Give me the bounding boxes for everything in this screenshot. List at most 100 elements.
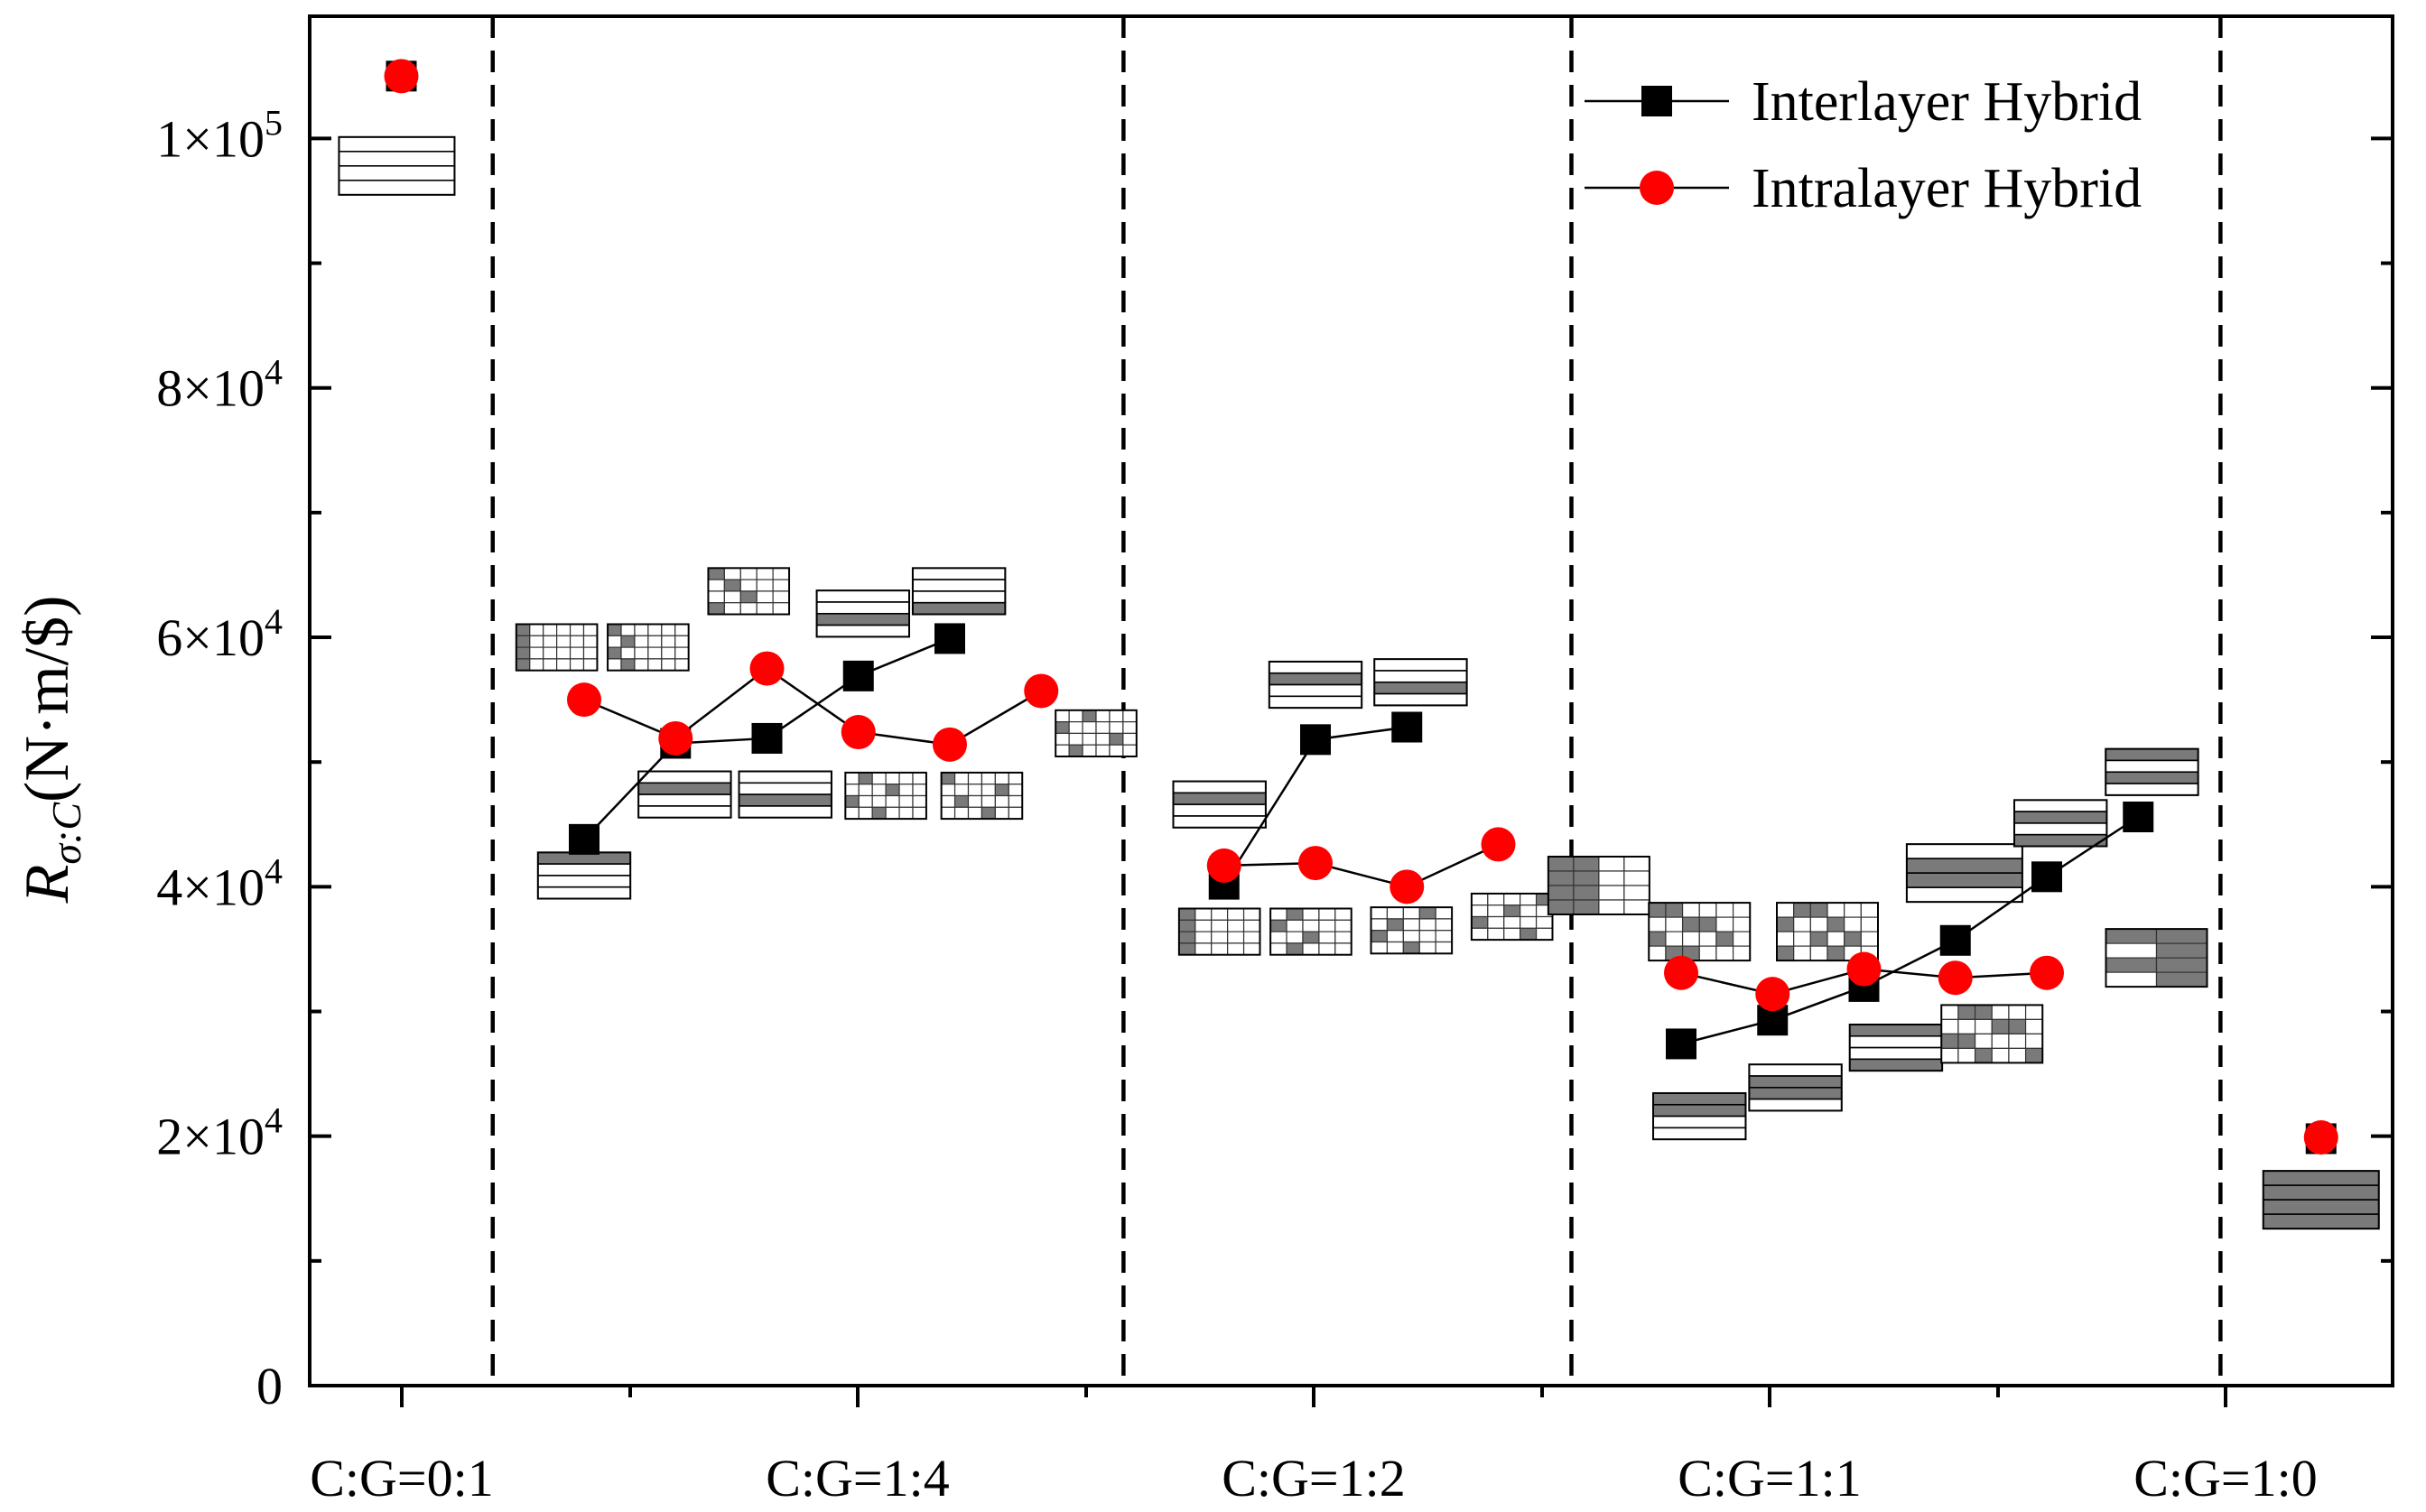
series-interlayer bbox=[386, 60, 2337, 1155]
layup-ply bbox=[1172, 803, 1267, 817]
layup-ply bbox=[536, 875, 631, 888]
layup-cell bbox=[1471, 915, 1489, 929]
layup-cell bbox=[1370, 930, 1389, 943]
layup-cell bbox=[1242, 931, 1261, 944]
layup-icon-border bbox=[2105, 928, 2208, 988]
layup-cell bbox=[1055, 744, 1070, 757]
y-tick-label: 1×105 bbox=[156, 102, 283, 168]
layup-icon bbox=[515, 623, 599, 672]
layup-cell bbox=[1318, 907, 1336, 921]
layup-icon-border bbox=[515, 623, 599, 672]
layup-cell bbox=[647, 658, 663, 672]
layup-cell bbox=[2024, 1004, 2043, 1020]
data-point-circle bbox=[567, 682, 601, 718]
x-tick-label: C:G=0:1 bbox=[310, 1449, 494, 1507]
layup-cell bbox=[1242, 907, 1261, 921]
data-point-circle bbox=[2303, 1120, 2338, 1155]
layup-ply bbox=[815, 589, 910, 603]
layup-cell bbox=[1715, 916, 1734, 932]
layup-ply bbox=[1269, 695, 1363, 709]
data-point-square bbox=[1939, 924, 1971, 956]
layup-ply bbox=[2105, 759, 2199, 774]
data-series bbox=[384, 59, 2338, 1155]
layup-ply bbox=[912, 567, 1007, 580]
x-tick-label: C:G=1:1 bbox=[1678, 1449, 1862, 1507]
layup-cell bbox=[723, 567, 741, 580]
layup-ply bbox=[1848, 1058, 1943, 1071]
layup-ply bbox=[815, 601, 910, 615]
layup-cell bbox=[620, 635, 636, 648]
layup-cell bbox=[1418, 906, 1436, 920]
layup-cell bbox=[1386, 906, 1404, 920]
layup-cell bbox=[1302, 931, 1320, 944]
layup-cell bbox=[772, 567, 790, 580]
layup-cell bbox=[1809, 902, 1828, 918]
layup-cell bbox=[1957, 1018, 1976, 1034]
layup-cell bbox=[1227, 942, 1245, 956]
layup-cell bbox=[707, 602, 725, 616]
layup-ply bbox=[738, 793, 832, 807]
layup-cell bbox=[1178, 919, 1196, 932]
y-tick-label: 4×104 bbox=[156, 850, 283, 916]
layup-cell bbox=[1211, 931, 1229, 944]
layup-cell bbox=[1681, 902, 1700, 918]
layup-cell bbox=[1974, 1018, 1993, 1034]
layup-cell bbox=[967, 794, 983, 808]
layup-cell bbox=[756, 590, 774, 604]
layup-cell bbox=[1082, 732, 1097, 746]
layup-cell bbox=[1178, 942, 1196, 956]
layup-icon-border bbox=[1940, 1004, 2044, 1064]
layup-cell bbox=[1471, 927, 1489, 941]
legend-circle-icon bbox=[1640, 171, 1674, 205]
layup-ply bbox=[338, 135, 456, 153]
layup-cell bbox=[1793, 916, 1811, 932]
layup-cell bbox=[582, 623, 599, 636]
layup-icon bbox=[940, 771, 1024, 821]
layup-cell bbox=[981, 806, 996, 820]
layup-cell bbox=[1402, 918, 1420, 932]
layup-cell bbox=[1715, 902, 1734, 918]
group-separators bbox=[490, 16, 2223, 1386]
data-point-square bbox=[934, 623, 965, 654]
layup-icon-border bbox=[815, 589, 911, 638]
data-point-circle bbox=[1298, 846, 1333, 881]
layup-cell bbox=[1418, 918, 1436, 932]
layup-cell bbox=[1269, 919, 1287, 932]
layup-cell bbox=[661, 646, 676, 660]
layup-cell bbox=[582, 646, 599, 660]
layup-cell bbox=[634, 623, 649, 636]
layup-ply bbox=[1172, 815, 1267, 829]
layup-cell bbox=[1435, 906, 1453, 920]
x-tick-label: C:G=1:0 bbox=[2133, 1449, 2318, 1507]
layup-icon-border bbox=[637, 770, 732, 819]
layup-cell bbox=[1402, 930, 1420, 943]
layup-cell bbox=[2008, 1018, 2027, 1034]
layup-cell bbox=[1681, 931, 1700, 947]
layup-ply bbox=[738, 782, 832, 795]
layup-ply bbox=[536, 863, 631, 877]
layup-ply bbox=[1269, 683, 1363, 698]
layup-cell bbox=[1940, 1047, 1959, 1063]
layup-cell bbox=[1318, 919, 1336, 932]
layup-cell bbox=[1068, 721, 1083, 735]
layup-ply bbox=[1848, 1046, 1943, 1061]
layup-icon bbox=[844, 771, 927, 821]
layup-cell bbox=[1122, 744, 1138, 757]
layup-icon bbox=[338, 135, 456, 196]
layup-cell bbox=[994, 806, 1009, 820]
layup-cell bbox=[1386, 941, 1404, 954]
layup-cell bbox=[1974, 1033, 1993, 1049]
layup-cell bbox=[529, 623, 544, 636]
layup-cell bbox=[529, 646, 544, 660]
legend-label: Interlayer Hybrid bbox=[1752, 71, 2142, 133]
layup-icon-border bbox=[1652, 1091, 1747, 1141]
layup-ply bbox=[2262, 1170, 2380, 1186]
layup-cell bbox=[634, 646, 649, 660]
layup-cell bbox=[543, 658, 558, 672]
series-line bbox=[1223, 843, 1500, 888]
layup-cell bbox=[1334, 931, 1352, 944]
data-point-circle bbox=[1755, 977, 1790, 1012]
layup-icon-border bbox=[1177, 907, 1261, 956]
layup-cell bbox=[1535, 927, 1554, 941]
layup-cell bbox=[1435, 918, 1453, 932]
